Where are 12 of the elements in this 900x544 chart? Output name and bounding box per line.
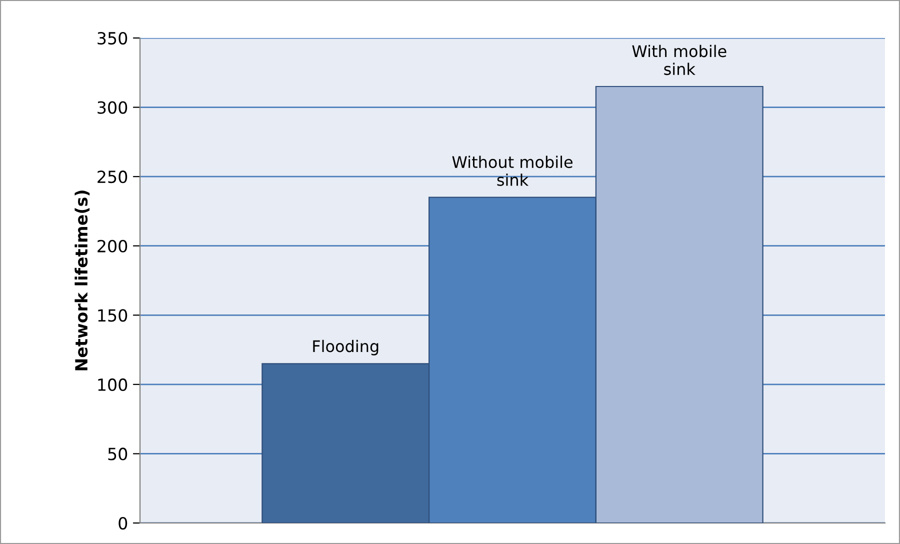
y-tick-label: 150 — [98, 309, 128, 322]
y-tick-label: 50 — [108, 448, 128, 460]
y-tick-label: 100 — [98, 378, 128, 391]
y-tick-label: 200 — [98, 240, 128, 252]
series-label: Without mobile sink — [452, 156, 572, 186]
y-axis-title: Network lifetime(s) — [74, 190, 90, 370]
y-tick-label: 350 — [98, 32, 128, 45]
series-label: With mobile sink — [632, 44, 726, 76]
y-tick-label: 250 — [98, 170, 128, 184]
y-tick-label: 0 — [118, 516, 128, 530]
series-label: Flooding — [313, 340, 378, 356]
y-tick-label: 300 — [98, 101, 128, 114]
